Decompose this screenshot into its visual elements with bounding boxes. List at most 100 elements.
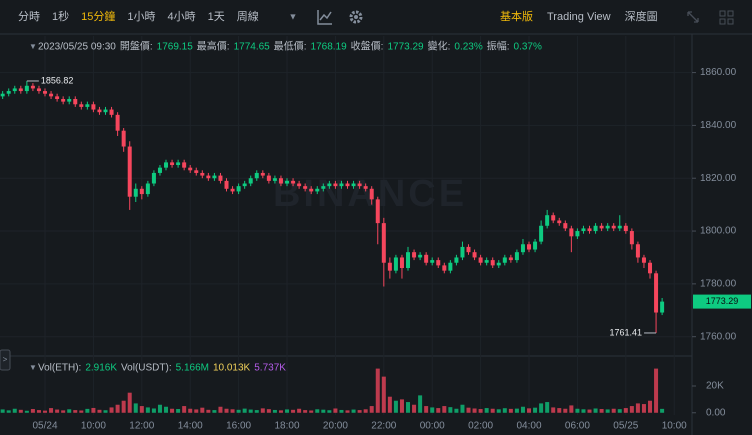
candle-body (551, 215, 556, 221)
candle-body (6, 91, 11, 94)
volume-bar (418, 395, 423, 413)
volume-bar (0, 409, 5, 413)
volume-bar (315, 409, 320, 413)
volume-bar (448, 407, 453, 413)
candle-body (285, 180, 290, 184)
volume-bar (533, 407, 538, 413)
x-tick-label: 12:00 (129, 421, 154, 432)
volume-bar (97, 409, 102, 413)
interval-tab[interactable]: 1天 (208, 11, 225, 23)
candle-body (145, 183, 150, 195)
x-tick-label: 04:00 (516, 421, 541, 432)
volume-bar (73, 410, 78, 413)
fullscreen-icon[interactable] (687, 11, 699, 23)
volume-bar (139, 406, 144, 413)
settings-icon[interactable] (349, 10, 363, 24)
volume-bar (617, 409, 622, 413)
candle-body (581, 228, 586, 232)
y-tick-label: 0.00 (706, 407, 726, 418)
interval-tab[interactable]: 4小時 (168, 10, 196, 23)
candle-body (133, 188, 138, 197)
candle-body (605, 225, 610, 229)
volume-bar (351, 409, 356, 413)
volume-bar (587, 409, 592, 413)
legend-label: Vol(ETH): (38, 363, 81, 374)
candle-body (563, 223, 568, 229)
candle-body (424, 254, 429, 263)
volume-bar (375, 368, 380, 413)
volume-bar (472, 408, 477, 413)
indicator-icon[interactable] (317, 10, 332, 25)
x-tick-label: 10:00 (81, 421, 106, 432)
candle-body (248, 178, 253, 184)
candle-body (12, 88, 17, 92)
y-tick-label: 20K (706, 381, 724, 392)
volume-bar (569, 405, 574, 413)
candle-body (121, 130, 126, 147)
volume-bar (557, 408, 562, 413)
volume-bar (85, 408, 90, 413)
volume-bar (527, 408, 532, 413)
view-tab[interactable]: 基本版 (500, 9, 533, 23)
volume-bar (593, 408, 598, 413)
collapse-toggle[interactable]: ▼ (29, 363, 37, 372)
candle-body (436, 260, 441, 266)
candle-body (406, 252, 411, 269)
candle-body (333, 183, 338, 187)
candle-body (151, 172, 156, 184)
header-value: 1769.15 (157, 42, 194, 53)
volume-bar (599, 409, 604, 413)
candle-body (291, 180, 296, 184)
volume-bar (145, 407, 150, 413)
candle-body (533, 241, 538, 250)
volume-bar (363, 409, 368, 413)
interval-tab[interactable]: 周線 (237, 9, 259, 23)
view-tab[interactable]: Trading View (547, 11, 611, 23)
volume-bar (61, 410, 66, 413)
view-tab[interactable]: 深度圖 (625, 9, 658, 23)
volume-bar (127, 392, 132, 413)
candle-body (484, 260, 489, 263)
x-tick-label: 14:00 (178, 421, 203, 432)
volume-bar (285, 409, 290, 413)
candle-body (315, 188, 320, 192)
candle-body (49, 93, 54, 97)
volume-bar (357, 410, 362, 413)
volume-bar (212, 410, 217, 413)
y-tick-label: 1840.00 (700, 120, 737, 131)
side-handle[interactable]: > (0, 349, 11, 371)
volume-bar (545, 402, 550, 413)
interval-tab[interactable]: 分時 (18, 10, 40, 23)
volume-bar (460, 404, 465, 413)
candle-body (357, 183, 362, 187)
interval-tab[interactable]: 15分鐘 (81, 9, 115, 23)
volume-bar (424, 406, 429, 413)
volume-bar (115, 404, 120, 413)
interval-dropdown[interactable]: ▼ (289, 11, 298, 21)
volume-bar (321, 409, 326, 413)
candle-body (127, 146, 132, 197)
svg-text:>: > (3, 355, 8, 364)
volume-bar (502, 408, 507, 413)
layout-icon[interactable] (719, 10, 734, 25)
candle-body (73, 98, 78, 105)
candle-body (648, 262, 653, 274)
volume-bar (611, 408, 616, 413)
volume-bar (641, 404, 646, 413)
interval-tab[interactable]: 1秒 (52, 9, 69, 23)
volume-bar (43, 410, 48, 413)
volume-bar (490, 408, 495, 413)
candle-body (514, 252, 519, 261)
x-tick-label: 20:00 (323, 421, 348, 432)
candle-body (0, 93, 5, 97)
candle-body (496, 262, 501, 266)
volume-bar (79, 410, 84, 413)
interval-tab[interactable]: 1小時 (127, 10, 155, 23)
volume-bar (266, 409, 271, 413)
volume-bar (67, 409, 72, 413)
collapse-toggle[interactable]: ▼ (29, 42, 37, 51)
min-label: 1761.41 (610, 327, 643, 337)
candle-body (593, 225, 598, 232)
volume-bar (648, 400, 653, 413)
volume-bar (575, 408, 580, 413)
